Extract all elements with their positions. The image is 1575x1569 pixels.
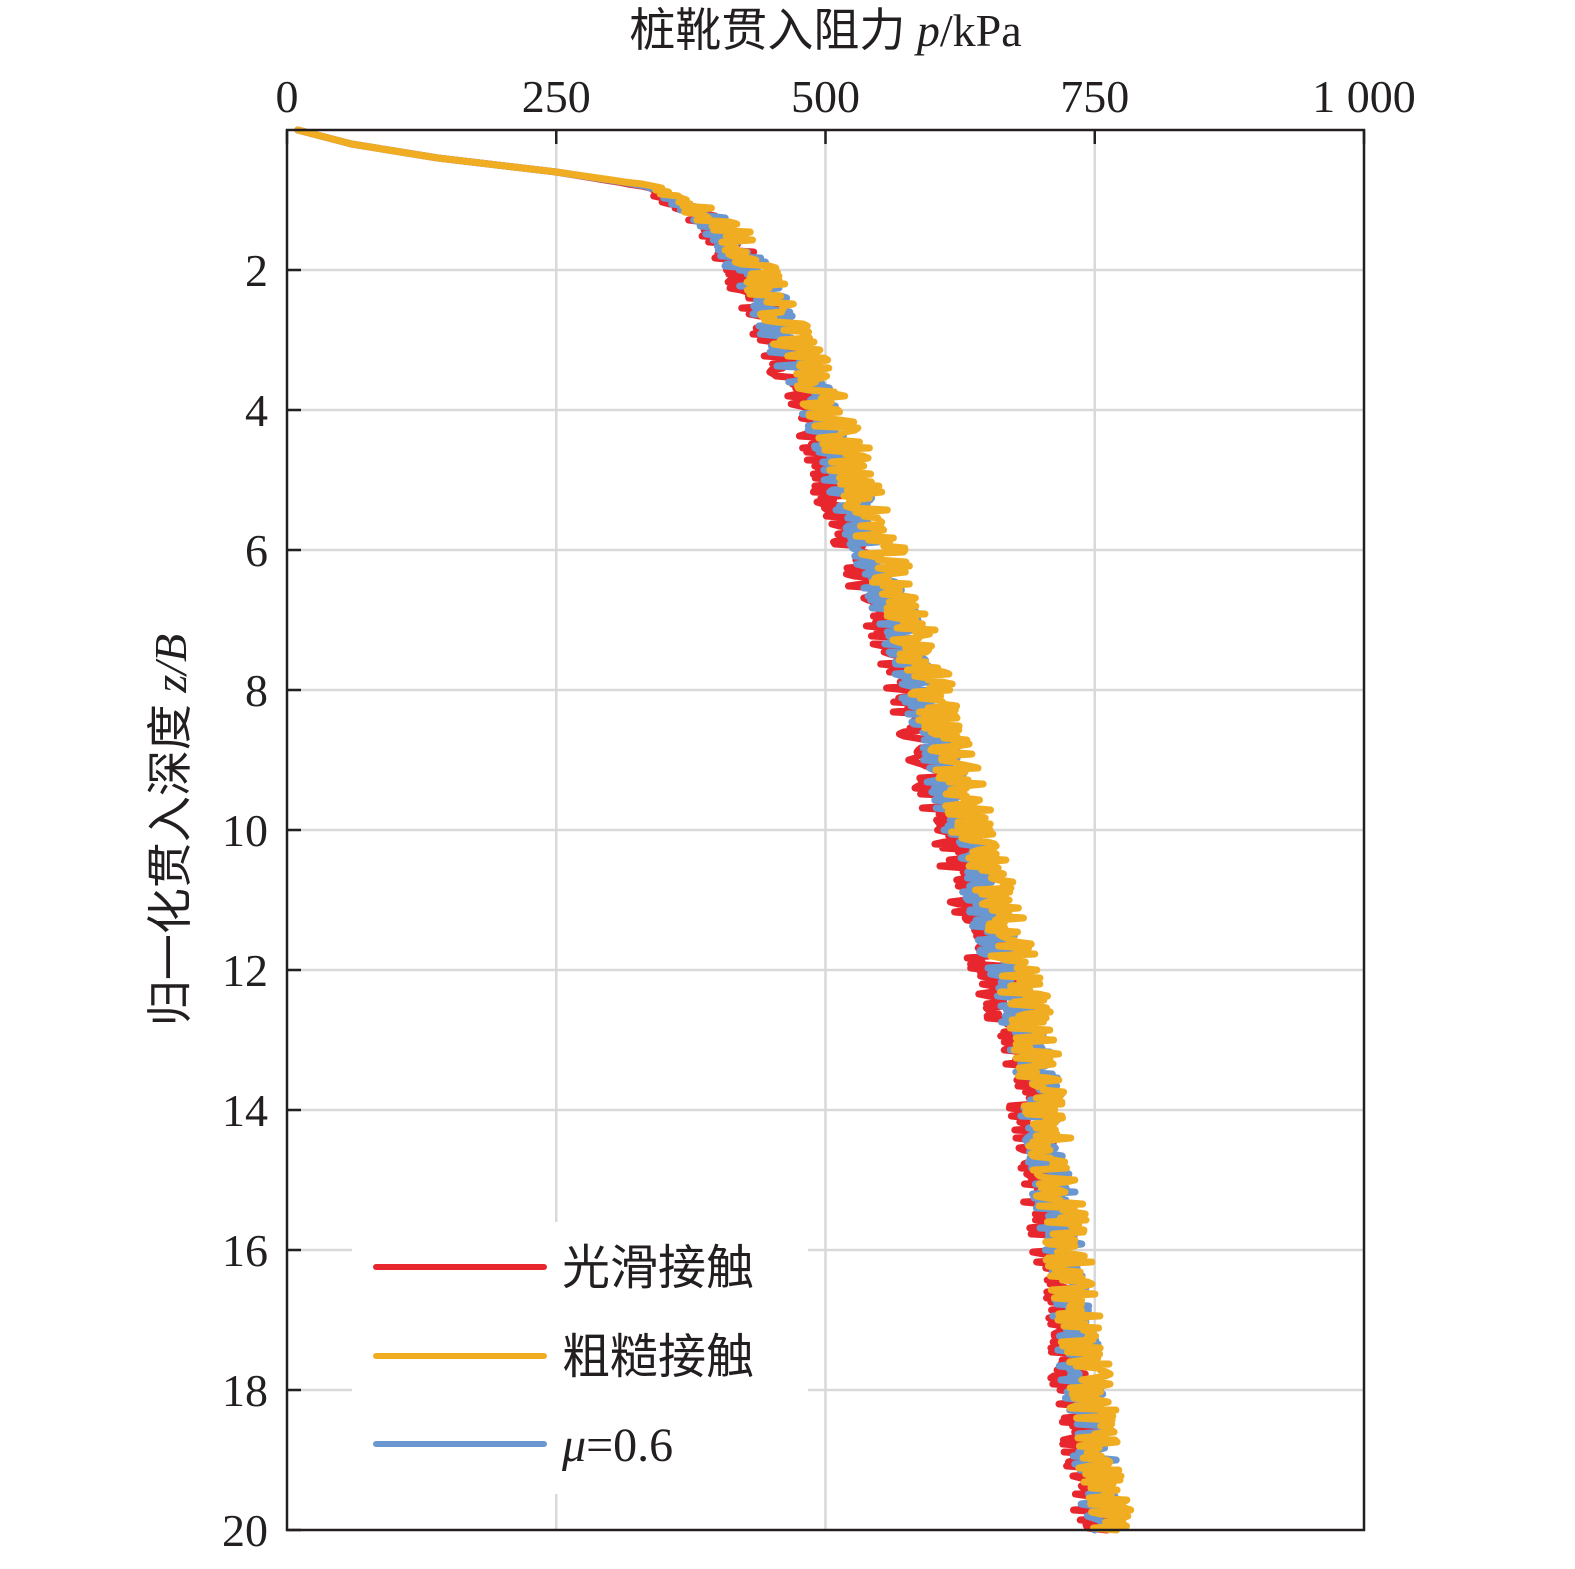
legend-label-smooth: 光滑接触 [562,1242,754,1295]
y-tick-label-8: 18 [222,1365,268,1416]
y-axis-title-var: z/B [145,634,196,694]
y-tick-label-9: 20 [222,1505,268,1556]
y-axis-title-main: 归一化贯入深度 [145,693,196,1027]
x-tick-label-0: 0 [276,71,299,122]
legend-label-mu-rest: =0.6 [586,1419,673,1472]
y-tick-label-5: 12 [222,945,268,996]
legend-label-mu-var: μ [561,1419,586,1472]
x-tick-label-3: 750 [1060,71,1129,122]
y-tick-label-2: 6 [245,525,268,576]
series-line-2 [294,126,1135,1534]
x-axis-title-unit: /kPa [940,5,1022,56]
x-tick-label-1: 250 [522,71,591,122]
y-tick-label-4: 10 [222,805,268,856]
legend-label-mu: μ=0.6 [561,1419,673,1472]
x-tick-labels: 0 250 500 750 1 000 [276,71,1416,144]
y-tick-label-3: 8 [245,665,268,716]
legend-label-rough: 粗糙接触 [562,1331,754,1384]
series-layer [294,126,1135,1534]
legend: 光滑接触 粗糙接触 μ=0.6 [352,1222,808,1494]
y-tick-label-0: 2 [245,245,268,296]
x-axis-title-var: p [914,5,940,56]
x-axis-title-main: 桩靴贯入阻力 [629,5,917,56]
y-tick-label-1: 4 [245,385,268,436]
x-axis-title: 桩靴贯入阻力 p/kPa [629,5,1021,56]
y-tick-label-7: 16 [222,1225,268,1276]
y-tick-labels: 2 4 6 8 10 12 14 16 18 20 [222,245,301,1556]
y-tick-label-6: 14 [222,1085,268,1136]
y-axis-title: 归一化贯入深度 z/B [145,634,196,1026]
x-tick-label-2: 500 [791,71,860,122]
x-tick-label-4: 1 000 [1312,71,1416,122]
